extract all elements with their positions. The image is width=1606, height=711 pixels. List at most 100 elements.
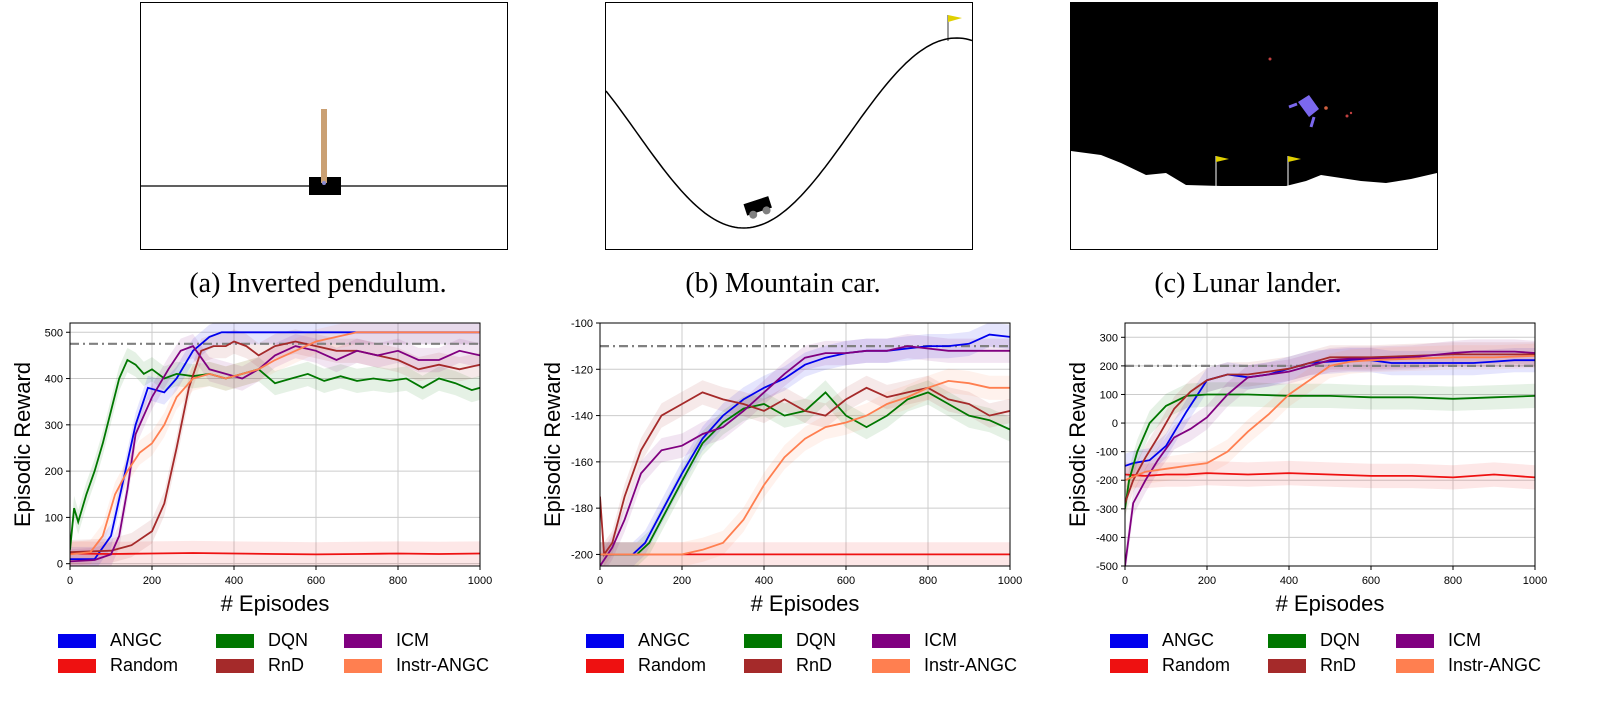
y-axis-label: Episodic Reward: [10, 362, 35, 527]
x-tick-label: 1000: [468, 575, 492, 587]
series-line-icm: [600, 345, 1010, 566]
caption-lunar-lander: (c) Lunar lander.: [1154, 268, 1342, 299]
legend-mountain-car: ANGC DQN ICM Random RnD Instr-ANGC: [586, 630, 1066, 690]
x-tick-label: 400: [225, 575, 243, 587]
legend-label: Random: [110, 655, 179, 675]
legend-item-dqn: DQN: [1268, 630, 1360, 651]
y-tick-label: -140: [571, 411, 593, 423]
legend-label: Random: [638, 655, 707, 675]
x-tick-label: 800: [1444, 575, 1462, 587]
legend-swatch: [58, 633, 96, 648]
x-tick-label: 1000: [1523, 575, 1547, 587]
series-line-icm: [70, 345, 480, 563]
y-tick-label: 300: [1100, 332, 1118, 344]
y-tick-label: -160: [571, 457, 593, 469]
y-tick-label: 200: [1100, 361, 1118, 373]
legend-label: Instr-ANGC: [1448, 655, 1542, 675]
band-angc: [600, 323, 1010, 566]
plot-frame: [599, 322, 1011, 567]
y-tick-label: -180: [571, 503, 593, 515]
pole-shape: [321, 109, 327, 183]
y-tick-label: -200: [1096, 475, 1118, 487]
reward-chart-mountain-car: 0 200 400 600 800 1000 -200 -180 -160 -140 -120 -10…: [540, 318, 1022, 616]
series-line-instr-angc: [1125, 355, 1535, 482]
legend-swatch: [344, 658, 382, 673]
series-line-rnd: [600, 386, 1010, 557]
reward-chart-lunar-lander: 0 200 400 600 800 1000 -500 -400 -300 -200 -100 0 10…: [1065, 322, 1547, 616]
band-angc: [1125, 348, 1535, 479]
legend-item-angc: ANGC: [1110, 630, 1214, 651]
x-tick-label: 0: [1122, 575, 1128, 587]
x-tick-label: 200: [673, 575, 691, 587]
y-tick-label: -100: [571, 318, 593, 330]
car-shape: [743, 196, 772, 219]
legend-label: Random: [1162, 655, 1231, 675]
series-line-instr-angc: [70, 331, 480, 556]
x-tick-label: 800: [919, 575, 937, 587]
series-line-rnd: [70, 340, 480, 553]
band-rnd: [70, 329, 480, 565]
legend-label: RnD: [796, 655, 833, 675]
legend-swatch: [1110, 633, 1148, 648]
legend-swatch: [1396, 633, 1434, 648]
legend-item-random: Random: [1110, 655, 1230, 676]
legend-swatch: [1110, 658, 1148, 673]
landing-flag-left-shape: [1216, 156, 1229, 162]
x-tick-label: 0: [597, 575, 603, 587]
x-tick-label: 600: [307, 575, 325, 587]
y-axis-label: Episodic Reward: [1065, 362, 1090, 527]
x-tick-label: 200: [1198, 575, 1216, 587]
x-axis-label: # Episodes: [1276, 591, 1385, 616]
legend-item-rnd: RnD: [744, 655, 832, 676]
legend-item-rnd: RnD: [1268, 655, 1356, 676]
caption-mountain-car: (b) Mountain car.: [685, 268, 881, 299]
caption-pendulum: (a) Inverted pendulum.: [189, 268, 447, 299]
legend-swatch: [744, 658, 782, 673]
x-tick-label: 200: [143, 575, 161, 587]
x-tick-label: 600: [1362, 575, 1380, 587]
legend-swatch: [872, 633, 910, 648]
legend-item-instr-angc: Instr-ANGC: [1396, 655, 1541, 676]
legend-item-angc: ANGC: [586, 630, 690, 651]
lander-shape: [1288, 95, 1319, 128]
legend-item-icm: ICM: [1396, 630, 1481, 651]
y-tick-label: -300: [1096, 504, 1118, 516]
band-dqn: [70, 347, 480, 562]
x-tick-label: 600: [837, 575, 855, 587]
legend-item-rnd: RnD: [216, 655, 304, 676]
legend-swatch: [216, 633, 254, 648]
legend-item-dqn: DQN: [216, 630, 308, 651]
legend-lunar-lander: ANGC DQN ICM Random RnD Instr-ANGC: [1110, 630, 1590, 690]
band-instr-angc: [70, 323, 480, 566]
legend-item-instr-angc: Instr-ANGC: [872, 655, 1017, 676]
legend-item-icm: ICM: [344, 630, 429, 651]
env-pendulum-image: [140, 2, 508, 250]
landing-flag-right-shape: [1288, 156, 1301, 162]
series-line-random: [70, 552, 480, 556]
legend-swatch: [1268, 658, 1306, 673]
reward-chart-pendulum: 0 200 400 600 800 1000 0 100 200 300 400 500 # Episo…: [10, 322, 492, 616]
legend-swatch: [58, 658, 96, 673]
legend-swatch: [744, 633, 782, 648]
legend-item-dqn: DQN: [744, 630, 836, 651]
series-line-random: [1125, 472, 1535, 479]
legend-label: DQN: [1320, 630, 1360, 650]
legend-label: ANGC: [1162, 630, 1215, 650]
y-tick-label: 200: [45, 466, 63, 478]
goal-flag-shape: [948, 15, 962, 22]
legend-item-angc: ANGC: [58, 630, 162, 651]
legend-label: ICM: [1448, 630, 1481, 650]
y-tick-label: -100: [1096, 447, 1118, 459]
x-axis-label: # Episodes: [221, 591, 330, 616]
legend-label: ANGC: [110, 630, 163, 650]
y-tick-label: 100: [1100, 389, 1118, 401]
legend-swatch: [216, 658, 254, 673]
y-tick-label: -120: [571, 364, 593, 376]
band-icm: [600, 334, 1010, 566]
y-tick-label: -500: [1096, 561, 1118, 573]
plot-frame: [1124, 322, 1536, 567]
env-mountain-car-image: [605, 2, 973, 250]
x-tick-label: 0: [67, 575, 73, 587]
x-tick-label: 400: [755, 575, 773, 587]
legend-label: Instr-ANGC: [924, 655, 1018, 675]
